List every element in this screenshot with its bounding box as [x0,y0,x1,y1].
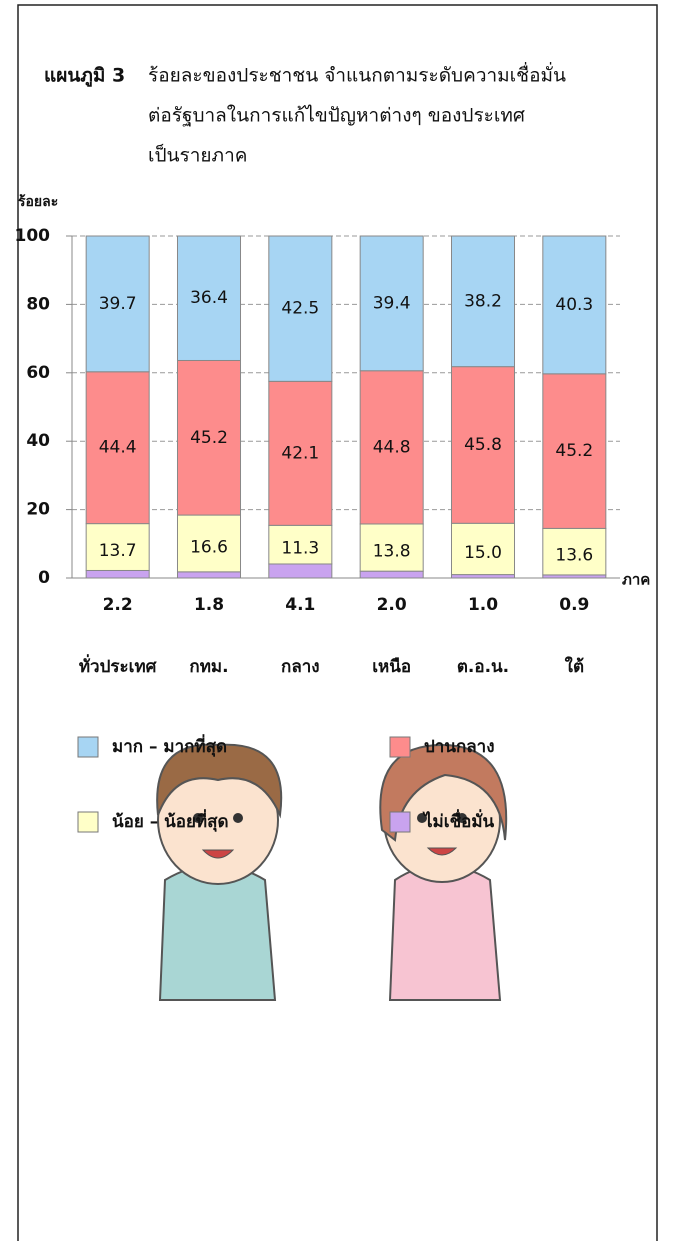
bar-segment [451,575,514,578]
y-tick-label: 60 [26,363,50,383]
title-line: เป็นรายภาค [148,143,247,167]
frame [18,5,657,1241]
legend-label: น้อย – น้อยที่สุด [112,809,229,832]
y-tick-label: 100 [15,226,51,246]
value-label: 36.4 [190,288,228,308]
value-label: 13.6 [555,546,593,566]
value-label: 45.2 [555,441,593,461]
legend-swatch [78,812,98,832]
value-label: 45.2 [190,428,228,448]
x-tick-label: เหนือ [372,656,411,677]
value-label: 44.4 [99,438,137,458]
y-tick-label: 0 [38,568,50,588]
value-label: 38.2 [464,291,502,311]
x-tick-label: กลาง [281,657,320,677]
y-tick-label: 40 [26,431,50,451]
value-label: 2.0 [377,595,407,615]
x-tick-label: กทม. [189,657,228,677]
y-tick-label: 20 [26,500,50,520]
legend-label: ไม่เชื่อมั่น [422,809,495,832]
y-tick-label: 80 [26,294,50,314]
value-label: 1.8 [194,595,224,615]
y-axis-label: ร้อยละ [18,194,58,210]
title-line: ร้อยละของประชาชน จำแนกตามระดับความเชื่อม… [148,62,566,87]
value-label: 39.4 [373,293,411,313]
page: แผนภูมิ 3 ร้อยละของประชาชน จำแนกตามระดับ… [0,0,675,1241]
value-label: 2.2 [103,595,133,615]
bar-segment [360,571,423,578]
value-label: 40.3 [555,295,593,315]
x-axis-label: ภาค [622,571,650,589]
legend-label: ปานกลาง [424,737,495,757]
value-label: 15.0 [464,543,502,563]
legend-swatch [78,737,98,757]
title-line: ต่อรัฐบาลในการแก้ไขปัญหาต่างๆ ของประเทศ [148,105,525,127]
value-label: 44.8 [373,437,411,457]
value-label: 45.8 [464,435,502,455]
legend-label: มาก – มากที่สุด [112,734,227,757]
bar-segment [177,572,240,578]
illustration [157,745,506,1000]
value-label: 42.5 [281,299,319,319]
value-label: 13.7 [99,541,137,561]
legend-swatch [390,812,410,832]
bar-segment [86,570,149,578]
bar-segment [269,564,332,578]
value-label: 13.8 [373,542,411,562]
value-label: 16.6 [190,537,228,557]
value-label: 42.1 [281,443,319,463]
value-label: 39.7 [99,294,137,314]
legend-swatch [390,737,410,757]
x-tick-label: ทั่วประเทศ [79,654,158,677]
title-label: แผนภูมิ 3 [44,65,125,88]
value-label: 1.0 [468,595,498,615]
value-label: 11.3 [281,539,319,559]
x-tick-label: ต.อ.น. [457,657,509,677]
x-tick-label: ใต้ [565,656,584,677]
value-label: 4.1 [285,595,315,615]
value-label: 0.9 [559,595,589,615]
